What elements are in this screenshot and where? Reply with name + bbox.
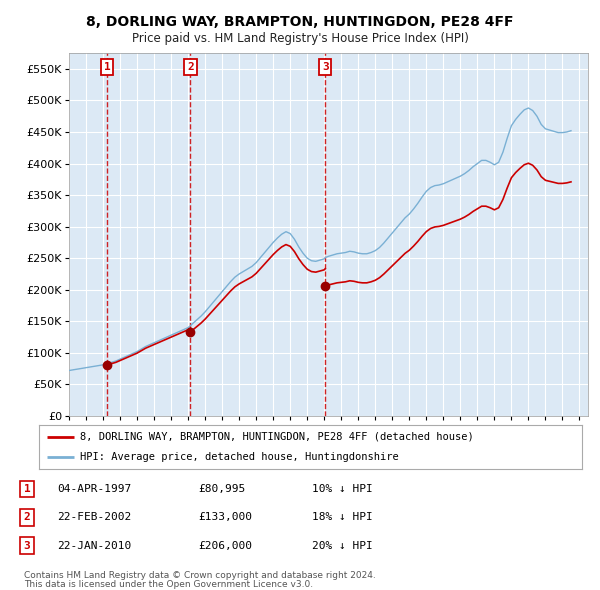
Text: HPI: Average price, detached house, Huntingdonshire: HPI: Average price, detached house, Hunt…	[80, 452, 398, 462]
Text: This data is licensed under the Open Government Licence v3.0.: This data is licensed under the Open Gov…	[24, 579, 313, 589]
Text: Price paid vs. HM Land Registry's House Price Index (HPI): Price paid vs. HM Land Registry's House …	[131, 32, 469, 45]
Text: 10% ↓ HPI: 10% ↓ HPI	[312, 484, 373, 494]
Text: £80,995: £80,995	[198, 484, 245, 494]
Text: 8, DORLING WAY, BRAMPTON, HUNTINGDON, PE28 4FF (detached house): 8, DORLING WAY, BRAMPTON, HUNTINGDON, PE…	[80, 432, 473, 442]
Text: £206,000: £206,000	[198, 541, 252, 550]
Text: 2: 2	[23, 513, 31, 522]
Text: 18% ↓ HPI: 18% ↓ HPI	[312, 513, 373, 522]
Text: 1: 1	[23, 484, 31, 494]
Text: 2: 2	[187, 62, 194, 72]
Text: 04-APR-1997: 04-APR-1997	[57, 484, 131, 494]
Text: 3: 3	[23, 541, 31, 550]
Text: Contains HM Land Registry data © Crown copyright and database right 2024.: Contains HM Land Registry data © Crown c…	[24, 571, 376, 580]
Text: 1: 1	[104, 62, 110, 72]
Text: 20% ↓ HPI: 20% ↓ HPI	[312, 541, 373, 550]
Text: 22-JAN-2010: 22-JAN-2010	[57, 541, 131, 550]
Text: 22-FEB-2002: 22-FEB-2002	[57, 513, 131, 522]
Text: £133,000: £133,000	[198, 513, 252, 522]
Text: 3: 3	[322, 62, 329, 72]
Text: 8, DORLING WAY, BRAMPTON, HUNTINGDON, PE28 4FF: 8, DORLING WAY, BRAMPTON, HUNTINGDON, PE…	[86, 15, 514, 29]
